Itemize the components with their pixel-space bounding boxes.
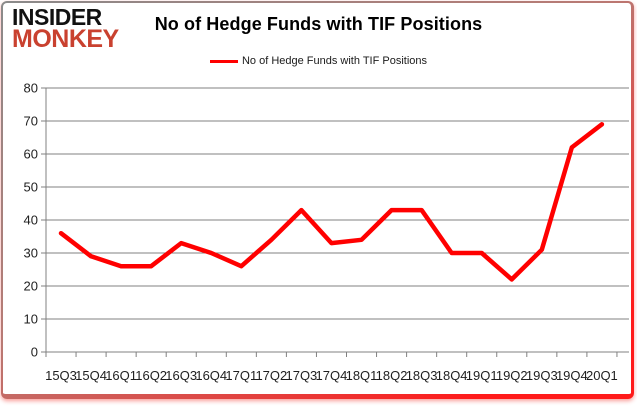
x-tick-label: 15Q4	[75, 368, 107, 383]
x-tick-label: 19Q1	[466, 368, 498, 383]
y-tick-label: 80	[24, 81, 38, 96]
legend: No of Hedge Funds with TIF Positions	[0, 55, 637, 67]
x-tick-label: 16Q2	[135, 368, 167, 383]
x-tick-label: 18Q2	[376, 368, 408, 383]
x-tick-label: 15Q3	[45, 368, 77, 383]
legend-line-swatch	[209, 59, 238, 63]
x-tick-label: 17Q3	[285, 368, 317, 383]
x-tick-label: 18Q1	[346, 368, 378, 383]
x-tick-label: 19Q3	[526, 368, 558, 383]
x-tick-label: 17Q1	[225, 368, 257, 383]
y-tick-label: 60	[24, 147, 38, 162]
legend-label: No of Hedge Funds with TIF Positions	[241, 55, 428, 67]
x-tick-label: 18Q4	[436, 368, 468, 383]
x-tick-label: 16Q1	[105, 368, 137, 383]
y-tick-label: 30	[24, 246, 38, 261]
series-line	[58, 122, 605, 282]
x-tick-label: 19Q2	[496, 368, 528, 383]
x-tick-label: 19Q4	[556, 368, 588, 383]
y-tick-label: 70	[24, 114, 38, 129]
y-tick-label: 10	[24, 312, 38, 327]
brand-logo-monkey: MONKEY	[12, 25, 119, 54]
x-tick-label: 18Q3	[406, 368, 438, 383]
x-tick-label: 17Q4	[316, 368, 348, 383]
y-tick-label: 0	[31, 345, 38, 360]
y-tick-label: 50	[24, 180, 38, 195]
page-title: No of Hedge Funds with TIF Positions	[154, 14, 483, 34]
brand-logo-insider: INSIDER	[12, 4, 102, 30]
y-tick-label: 20	[24, 279, 38, 294]
chart-frame	[1, 1, 634, 399]
x-tick-label: 16Q3	[165, 368, 197, 383]
x-tick-label: 16Q4	[195, 368, 227, 383]
x-tick-label: 20Q1	[586, 368, 618, 383]
brand-logo: INSIDER MONKEY	[12, 4, 119, 54]
y-tick-label: 40	[24, 213, 38, 228]
x-tick-label: 17Q2	[255, 368, 287, 383]
